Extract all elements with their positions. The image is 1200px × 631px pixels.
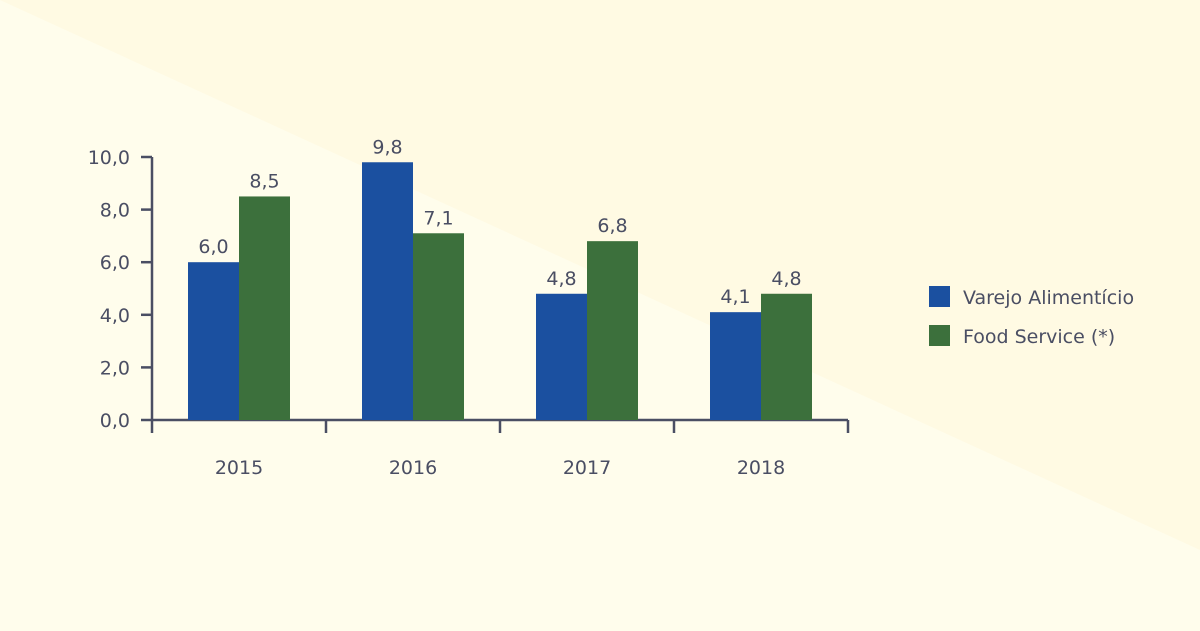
bar bbox=[188, 262, 239, 420]
legend-label: Varejo Alimentício bbox=[963, 287, 1134, 309]
bar bbox=[536, 293, 587, 420]
y-tick-label: 0,0 bbox=[100, 410, 130, 432]
x-tick-label: 2018 bbox=[737, 457, 785, 479]
bar bbox=[413, 233, 464, 420]
data-label: 8,5 bbox=[249, 170, 279, 192]
bar bbox=[239, 196, 290, 420]
y-tick-label: 10,0 bbox=[88, 147, 130, 169]
data-label: 7,1 bbox=[423, 207, 453, 229]
bar bbox=[761, 293, 812, 420]
data-label: 4,8 bbox=[771, 268, 801, 290]
bar bbox=[710, 312, 761, 420]
x-tick-label: 2015 bbox=[215, 457, 263, 479]
y-tick-label: 4,0 bbox=[100, 305, 130, 327]
x-tick-label: 2016 bbox=[389, 457, 437, 479]
bars: 6,0 8,5 9,8 7,1 4,8 6,8 4,1 4,8 bbox=[188, 136, 812, 420]
y-tick-label: 2,0 bbox=[100, 357, 130, 379]
legend-label: Food Service (*) bbox=[963, 326, 1115, 348]
legend: Varejo Alimentício Food Service (*) bbox=[929, 286, 1134, 348]
data-label: 4,8 bbox=[546, 268, 576, 290]
bar bbox=[587, 241, 638, 420]
data-label: 6,0 bbox=[198, 236, 228, 258]
bar bbox=[362, 162, 413, 420]
y-tick-label: 8,0 bbox=[100, 200, 130, 222]
axes: 0,0 2,0 4,0 6,0 8,0 10,0 2015 2016 2017 2018 bbox=[88, 147, 850, 479]
x-tick-label: 2017 bbox=[563, 457, 611, 479]
legend-swatch bbox=[929, 325, 950, 346]
data-label: 9,8 bbox=[372, 136, 402, 158]
data-label: 6,8 bbox=[597, 215, 627, 237]
y-tick-label: 6,0 bbox=[100, 252, 130, 274]
legend-swatch bbox=[929, 286, 950, 307]
data-label: 4,1 bbox=[720, 286, 750, 308]
